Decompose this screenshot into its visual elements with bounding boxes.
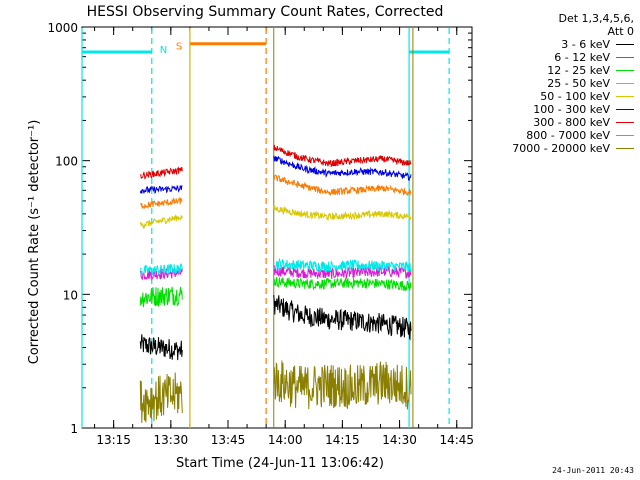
legend-entry: 50 - 100 keV [470, 90, 634, 103]
series-line [139, 263, 183, 276]
legend-swatch [616, 109, 634, 110]
legend-entry: 100 - 300 keV [470, 103, 634, 116]
series-line [139, 286, 183, 308]
series-line [139, 166, 183, 180]
chart-title: HESSI Observing Summary Count Rates, Cor… [87, 4, 444, 20]
series-line [273, 295, 412, 341]
series-line [273, 277, 412, 292]
y-axis-label: Corrected Count Rate (s⁻¹ detector⁻¹) [27, 120, 42, 365]
legend-label: 12 - 25 keV [547, 64, 610, 77]
legend-entry: 3 - 6 keV [470, 38, 634, 51]
series-line [139, 372, 183, 423]
legend-swatch [616, 122, 634, 123]
legend-entry: 25 - 50 keV [470, 77, 634, 90]
x-axis-label: Start Time (24-Jun-11 13:06:42) [176, 456, 384, 471]
y-tick-label: 100 [55, 155, 78, 169]
plot-timestamp: 24-Jun-2011 20:43 [552, 466, 634, 475]
series-line [139, 267, 183, 282]
legend-entry: 6 - 12 keV [470, 51, 634, 64]
legend-swatch [616, 96, 634, 97]
legend-entry: 300 - 800 keV [470, 116, 634, 129]
x-tick-label: 13:45 [211, 433, 246, 447]
night-flag-label: N [160, 45, 167, 56]
saa-flag-label: S [176, 42, 182, 53]
y-tick-label: 1000 [47, 21, 78, 35]
x-tick-label: 13:30 [154, 433, 189, 447]
legend-label: 50 - 100 keV [540, 90, 610, 103]
legend-swatch [616, 44, 634, 45]
series-line [139, 214, 183, 230]
y-tick-label: 10 [63, 288, 78, 302]
legend-label: 7000 - 20000 keV [512, 142, 610, 155]
x-tick-label: 14:00 [268, 433, 303, 447]
series-line [273, 144, 412, 167]
series-line [139, 334, 183, 361]
series-line [273, 360, 412, 410]
legend-header-line-2: Att 0 [607, 25, 634, 38]
legend-swatch [616, 148, 634, 149]
legend-label: 6 - 12 keV [554, 51, 610, 64]
series-line [140, 196, 183, 210]
legend: Det 1,3,4,5,6, Att 0 3 - 6 keV 6 - 12 keV… [470, 12, 634, 155]
series-line [273, 257, 412, 273]
legend-label: 300 - 800 keV [533, 116, 610, 129]
legend-label: 800 - 7000 keV [526, 129, 610, 142]
x-tick-label: 14:45 [439, 433, 474, 447]
legend-entry: 12 - 25 keV [470, 64, 634, 77]
x-tick-label: 14:30 [382, 433, 417, 447]
series-line [273, 155, 412, 182]
y-tick-label: 1 [70, 422, 78, 436]
x-tick-label: 13:15 [96, 433, 131, 447]
legend-label: 3 - 6 keV [561, 38, 610, 51]
legend-swatch [616, 57, 634, 58]
x-tick-label: 14:15 [325, 433, 360, 447]
legend-label: 100 - 300 keV [533, 103, 610, 116]
legend-swatch [616, 83, 634, 84]
series-line [139, 184, 183, 195]
legend-label: 25 - 50 keV [547, 77, 610, 90]
series-line [273, 205, 412, 221]
legend-entry: 800 - 7000 keV [470, 129, 634, 142]
legend-swatch [616, 70, 634, 71]
legend-header-line-1: Det 1,3,4,5,6, [558, 12, 634, 25]
legend-entry: 7000 - 20000 keV [470, 142, 634, 155]
series-line [273, 174, 412, 196]
legend-swatch [616, 135, 634, 136]
